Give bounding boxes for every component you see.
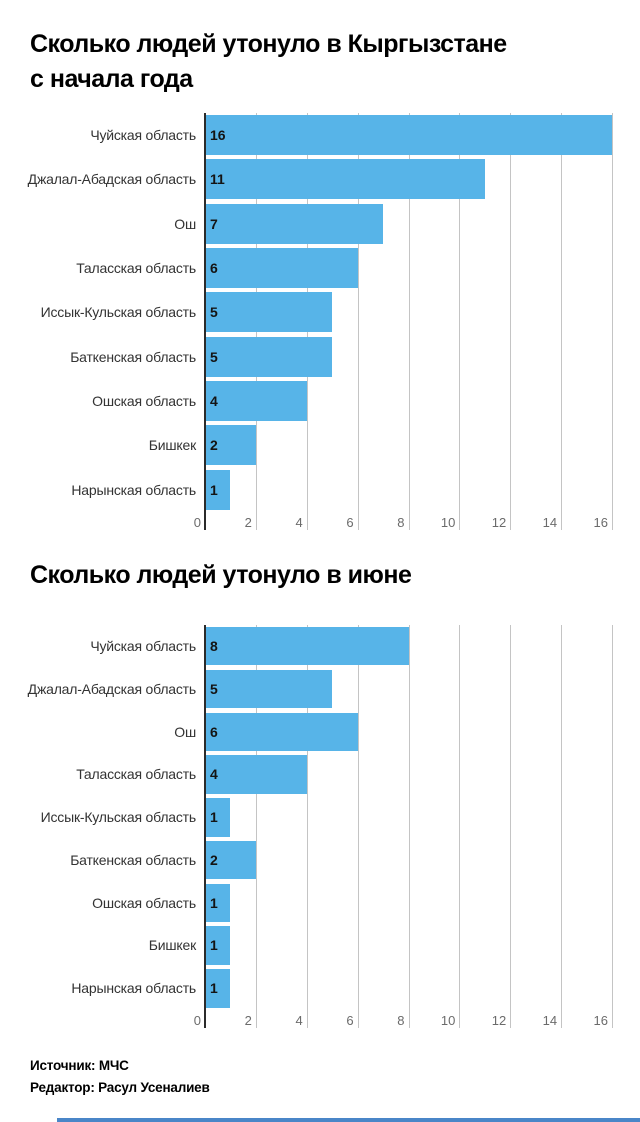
gridline [510,113,512,530]
category-label: Чуйская область [90,638,196,654]
value-label: 1 [210,894,218,911]
x-tick-label: 0 [193,1013,201,1028]
x-tick-label: 10 [440,1013,456,1028]
value-label: 4 [210,766,218,783]
y-axis-line [204,113,206,530]
x-tick-label: 2 [244,515,252,530]
x-tick-label: 16 [593,515,608,530]
category-label: Таласская область [76,260,196,276]
value-label: 1 [210,481,218,498]
bar [205,425,256,466]
value-label: 8 [210,638,218,654]
value-label: 2 [210,851,218,868]
category-label: Нарынская область [71,980,196,997]
category-label: Баткенская область [70,348,196,365]
chart-year-title: Сколько людей утонуло в Кыргызстане с на… [30,27,507,97]
x-tick-label: 2 [244,1013,252,1028]
x-tick-label: 14 [542,515,558,530]
bar [205,712,358,752]
bar [205,755,307,794]
bar [205,627,409,666]
category-label: Нарынская область [71,481,196,498]
x-tick-label: 4 [295,1013,303,1028]
bar [205,336,333,377]
category-label: Иссык-Кульская область [40,809,197,826]
gridline [459,113,461,530]
value-label: 4 [210,393,218,409]
bar [205,469,231,510]
category-label: Бишкек [148,937,196,954]
x-tick-label: 12 [491,1013,507,1028]
value-label: 6 [210,723,218,740]
bar [205,669,333,709]
x-tick-label: 6 [346,1013,354,1028]
bar [205,381,307,422]
bar [205,883,231,923]
category-label: Джалал-Абадская область [27,680,197,697]
bar [205,926,231,965]
gridline [510,625,512,1028]
x-tick-label: 6 [346,515,354,530]
bottom-partial-element [57,1118,640,1122]
x-tick-label: 4 [295,515,303,530]
gridline [612,625,613,1028]
chart-year-title-line2: с начала года [30,65,193,93]
category-label: Джалал-Абадская область [27,171,197,188]
value-label: 11 [210,171,225,188]
value-label: 2 [210,437,218,454]
chart-june-title-line1: Сколько людей утонуло в июне [30,561,412,589]
chart-june-title: Сколько людей утонуло в июне [30,558,412,592]
x-tick-label: 16 [593,1013,608,1028]
bar [205,969,231,1008]
value-label: 7 [210,215,218,232]
bar [205,203,384,244]
category-label: Чуйская область [90,127,196,143]
x-tick-label: 14 [542,1013,558,1028]
value-label: 6 [210,260,218,276]
category-label: Баткенская область [70,851,196,868]
bar [205,840,256,880]
category-label: Таласская область [76,766,196,783]
bar [205,248,358,289]
x-tick-label: 10 [440,515,456,530]
bar [205,798,231,837]
x-tick-label: 12 [491,515,507,530]
gridline [612,113,613,530]
value-label: 1 [210,937,218,954]
gridline [408,625,410,1028]
value-label: 16 [210,127,226,143]
gridline [561,625,563,1028]
bar [205,115,612,156]
bar [205,292,333,333]
gridline [357,625,359,1028]
y-axis-line [204,625,206,1028]
value-label: 5 [210,680,218,697]
x-tick-label: 8 [397,1013,405,1028]
gridline [255,625,257,1028]
gridline [408,113,410,530]
value-label: 5 [210,348,218,365]
gridline [459,625,461,1028]
source-credit: Источник: МЧС [30,1058,129,1073]
x-tick-label: 8 [397,515,405,530]
value-label: 1 [210,809,218,826]
x-tick-label: 0 [193,515,201,530]
category-label: Ошская область [92,393,196,409]
value-label: 1 [210,980,218,997]
value-label: 5 [210,304,218,321]
chart-year-title-line1: Сколько людей утонуло в Кыргызстане [30,30,507,58]
gridline [357,113,359,530]
editor-credit: Редактор: Расул Усеналиев [30,1080,210,1095]
category-label: Иссык-Кульская область [40,304,197,321]
category-label: Бишкек [148,437,196,454]
category-label: Ошская область [92,894,196,911]
gridline [306,625,308,1028]
bar-chart-june: 0 2 4 6 8 10 12 14 16 Чуйская область 8 Джалал-Абад… [28,625,613,1028]
category-label: Ош [174,215,196,232]
bar-chart-year: 0 2 4 6 8 10 12 14 16 Чуйская область 16 Джалал-Аба… [28,113,613,530]
bar [205,159,485,200]
category-label: Ош [174,723,196,740]
gridline [561,113,563,530]
